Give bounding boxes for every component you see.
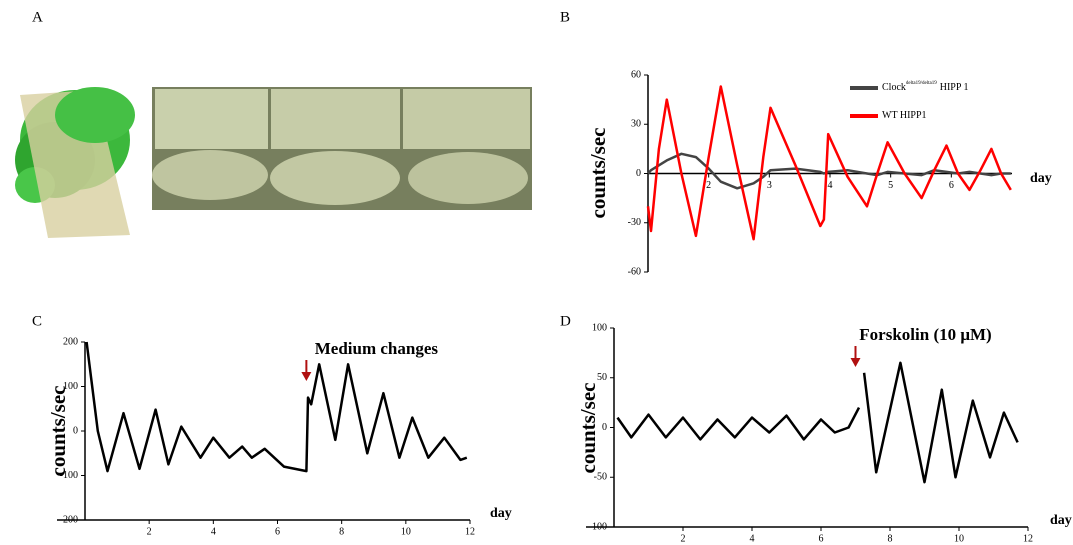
x-tick-label: 4 [750,533,755,544]
legend-text: HIPP 1 [940,82,969,93]
y-tick-label: -30 [628,217,641,228]
x-tick-label: 8 [339,526,344,537]
panel-label: D [560,313,571,329]
x-tick-label: 5 [888,180,893,191]
x-tick-label: 2 [706,180,711,191]
panel-label: C [32,313,42,329]
y-axis-label: counts/sec [46,386,70,477]
legend-label: Clockdelta19/delta19 HIPP 1 [882,81,969,93]
y-tick-label: -200 [60,514,78,525]
x-axis-label: day [1050,513,1072,528]
y-tick-label: 50 [597,372,607,383]
x-tick-label: 12 [1023,533,1033,544]
legend-text: WT HIPP1 [882,110,927,121]
x-tick-label: 2 [147,526,152,537]
x-tick-label: 8 [888,533,893,544]
y-tick-label: 60 [631,69,641,80]
annotation-arrowhead [850,358,861,367]
x-axis-label: day [1030,171,1052,186]
x-tick-label: 4 [828,180,833,191]
y-tick-label: 30 [631,119,641,130]
legend-label: WT HIPP1 [882,110,927,121]
y-tick-label: 0 [636,168,641,179]
x-tick-label: 3 [767,180,772,191]
y-tick-label: 200 [63,336,78,347]
x-tick-label: 6 [949,180,954,191]
x-tick-label: 10 [954,533,964,544]
legend-text: delta19/delta19 [906,81,937,86]
x-tick-label: 6 [819,533,824,544]
x-tick-label: 4 [211,526,216,537]
x-tick-label: 12 [465,526,475,537]
panel-label: A [32,9,43,25]
y-tick-label: -50 [594,472,607,483]
x-tick-label: 2 [681,533,686,544]
annotation-arrowhead [301,372,312,381]
y-axis-label: counts/sec [576,383,600,474]
y-tick-label: -60 [628,266,641,277]
y-tick-label: -100 [60,470,78,481]
legend-text: Clock [882,82,906,93]
x-tick-label: 10 [401,526,411,537]
y-tick-label: 0 [602,422,607,433]
annotation: Forskolin (10 μM) [859,325,991,344]
x-axis-label: day [490,506,512,521]
panel-label: B [560,9,570,25]
x-tick-label: 6 [275,526,280,537]
y-tick-label: 100 [63,381,78,392]
annotation: Medium changes [315,339,439,358]
brain-sections [152,87,532,210]
data-line [85,341,468,473]
y-tick-label: 0 [73,425,78,436]
y-axis-label: counts/sec [586,128,610,219]
y-tick-label: 100 [592,322,607,333]
y-tick-label: -100 [589,521,607,532]
data-line [616,361,1019,484]
brain-image [15,87,135,238]
data-line [646,85,1012,241]
